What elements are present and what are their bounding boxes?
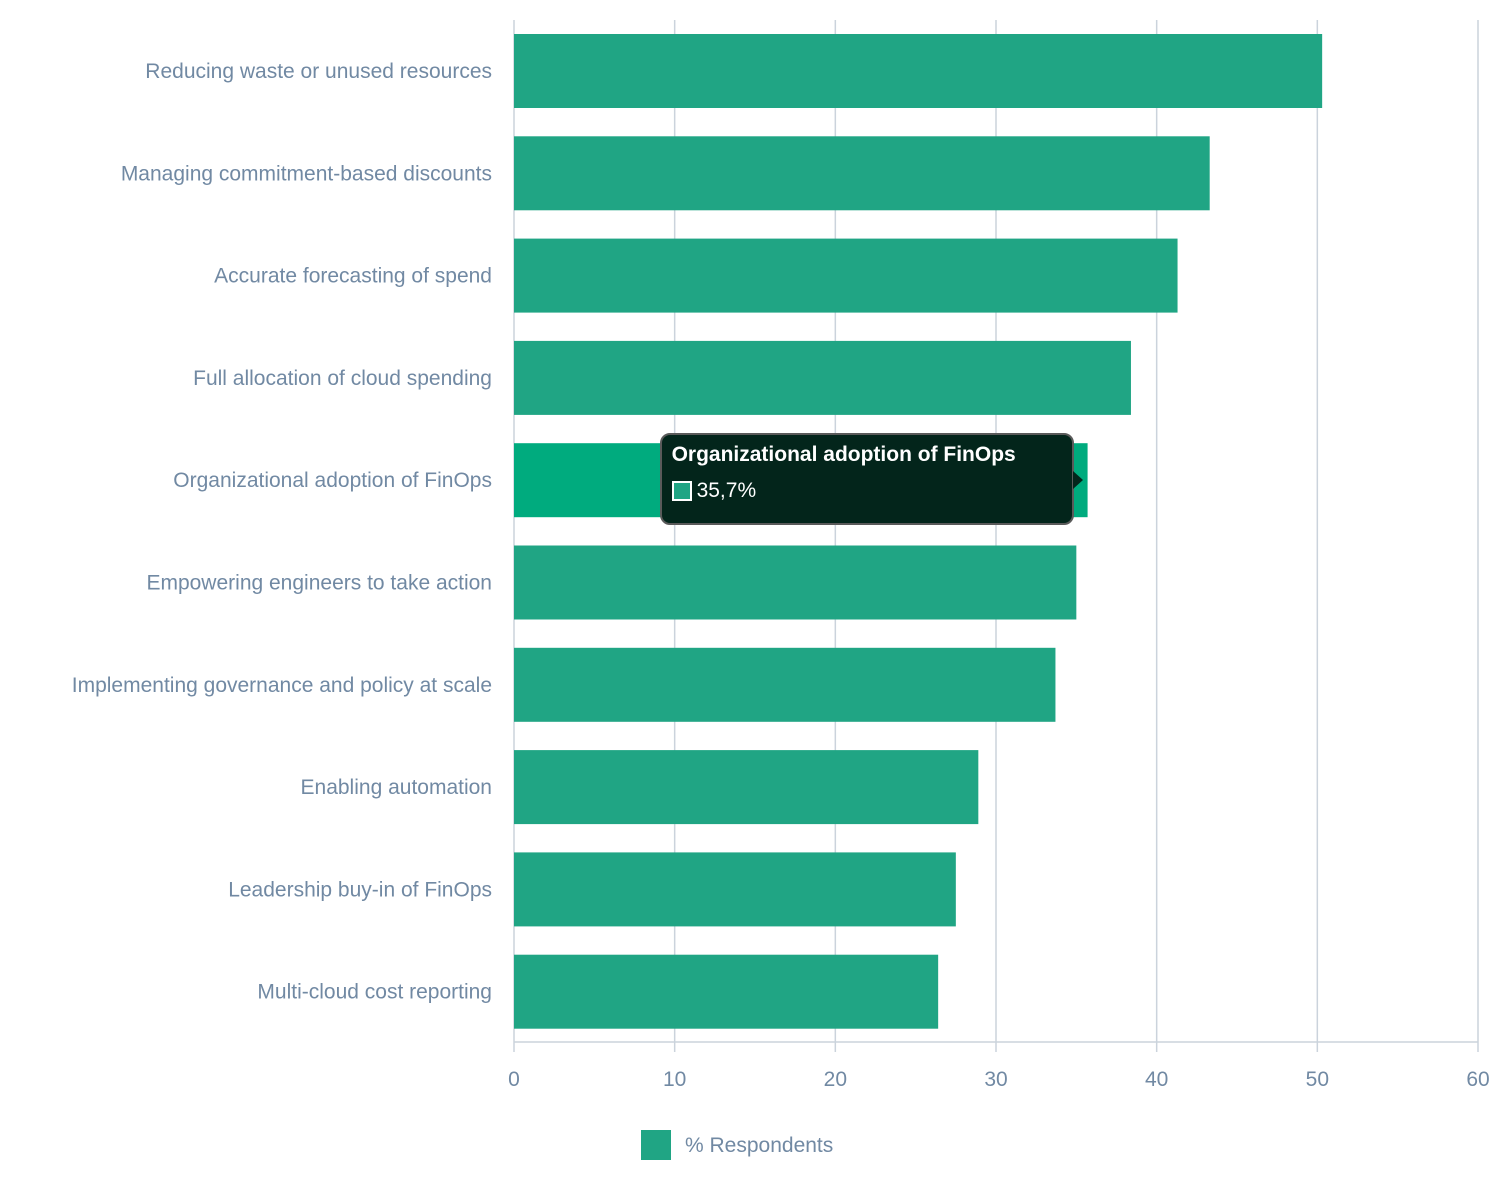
bar[interactable] xyxy=(514,954,939,1029)
x-tick-label: 20 xyxy=(824,1068,847,1091)
bar[interactable] xyxy=(514,545,1077,620)
bar[interactable] xyxy=(514,238,1178,313)
bar[interactable] xyxy=(514,34,1323,108)
category-label: Implementing governance and policy at sc… xyxy=(72,674,492,697)
x-axis-ticks: 0 10 20 30 40 50 60 xyxy=(508,1042,1490,1091)
category-label: Enabling automation xyxy=(301,776,492,799)
x-tick-label: 50 xyxy=(1306,1068,1329,1091)
category-label: Organizational adoption of FinOps xyxy=(173,469,492,492)
legend-swatch[interactable] xyxy=(641,1130,671,1160)
tooltip-swatch xyxy=(671,481,692,502)
category-label: Reducing waste or unused resources xyxy=(145,60,492,83)
tooltip-title: Organizational adoption of FinOps xyxy=(671,443,1016,467)
category-label: Leadership buy-in of FinOps xyxy=(228,878,492,901)
category-label: Multi-cloud cost reporting xyxy=(257,981,492,1004)
bar[interactable] xyxy=(514,647,1056,722)
legend-label[interactable]: % Respondents xyxy=(685,1134,833,1157)
bar[interactable] xyxy=(514,340,1131,415)
category-labels: Reducing waste or unused resources Managi… xyxy=(72,60,492,1004)
x-tick-label: 30 xyxy=(984,1068,1007,1091)
category-label: Full allocation of cloud spending xyxy=(193,367,492,390)
category-label: Managing commitment-based discounts xyxy=(121,162,492,185)
tooltip: Organizational adoption of FinOps 35,7% xyxy=(659,433,1083,526)
x-tick-label: 60 xyxy=(1466,1068,1489,1091)
x-tick-label: 0 xyxy=(508,1068,520,1091)
x-tick-label: 10 xyxy=(663,1068,686,1091)
legend[interactable]: % Respondents xyxy=(641,1130,833,1160)
category-label: Empowering engineers to take action xyxy=(146,572,492,595)
bar[interactable] xyxy=(514,852,956,927)
bars xyxy=(514,34,1323,1029)
tooltip-value: 35,7% xyxy=(696,479,757,503)
tooltip-row: 35,7% xyxy=(671,479,1060,503)
tooltip-caret xyxy=(1072,471,1083,490)
x-tick-label: 40 xyxy=(1145,1068,1168,1091)
bar[interactable] xyxy=(514,136,1210,211)
category-label: Accurate forecasting of spend xyxy=(214,265,492,288)
bar[interactable] xyxy=(514,750,979,825)
